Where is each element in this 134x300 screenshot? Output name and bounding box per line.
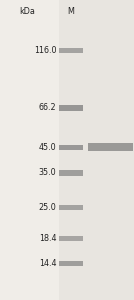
Text: M: M xyxy=(68,8,75,16)
Text: kDa: kDa xyxy=(19,8,35,16)
Text: 14.4: 14.4 xyxy=(39,259,56,268)
FancyBboxPatch shape xyxy=(59,105,83,110)
FancyBboxPatch shape xyxy=(59,205,83,210)
FancyBboxPatch shape xyxy=(59,261,83,266)
FancyBboxPatch shape xyxy=(59,48,83,53)
FancyBboxPatch shape xyxy=(59,145,83,150)
Text: 45.0: 45.0 xyxy=(39,143,56,152)
Text: 66.2: 66.2 xyxy=(39,103,56,112)
FancyBboxPatch shape xyxy=(59,236,83,241)
Text: 18.4: 18.4 xyxy=(39,234,56,243)
Text: 116.0: 116.0 xyxy=(34,46,56,55)
FancyBboxPatch shape xyxy=(59,0,134,300)
FancyBboxPatch shape xyxy=(88,143,133,151)
Text: 25.0: 25.0 xyxy=(39,203,56,212)
FancyBboxPatch shape xyxy=(59,170,83,176)
Text: 35.0: 35.0 xyxy=(39,168,56,177)
